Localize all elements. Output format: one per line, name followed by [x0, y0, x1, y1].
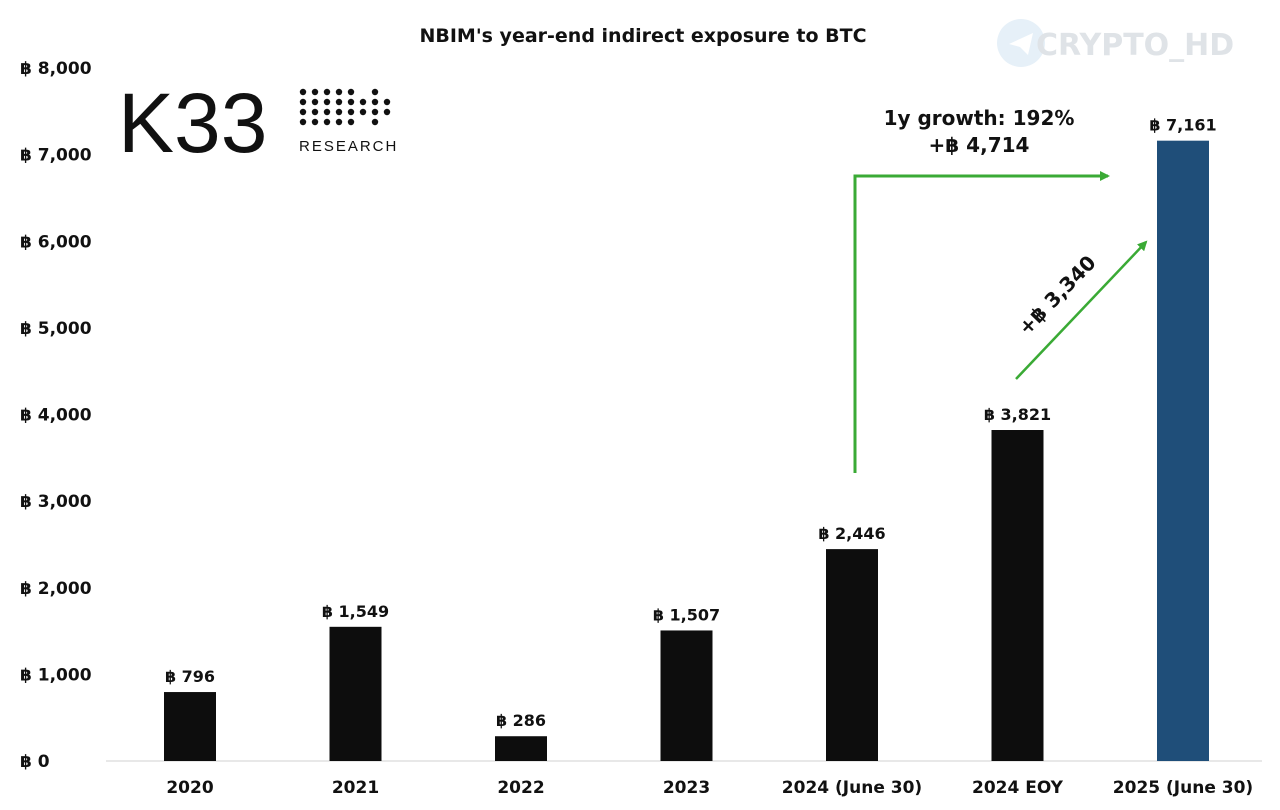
logo-dot — [323, 118, 331, 126]
x-tick-label: 2024 EOY — [972, 778, 1064, 798]
logo-dot — [323, 108, 331, 116]
logo-dot — [371, 118, 379, 126]
chart-title: NBIM's year-end indirect exposure to BTC — [419, 25, 866, 47]
bar-2022 — [495, 736, 547, 761]
logo-dot — [347, 108, 355, 116]
bar-2024-june-30 — [826, 549, 878, 761]
logo-dot — [383, 108, 391, 116]
k33-logo: K33 RESEARCH — [118, 76, 398, 170]
growth-arrow — [853, 171, 1110, 473]
y-tick-label: ฿ 2,000 — [20, 579, 92, 599]
logo-dot — [371, 88, 379, 96]
bar-2021 — [329, 626, 382, 761]
logo-dot — [323, 98, 331, 106]
logo-dot — [335, 88, 343, 96]
logo-dot — [323, 88, 331, 96]
y-tick-label: ฿ 5,000 — [20, 319, 92, 339]
logo-dot — [299, 108, 307, 116]
data-label: ฿ 796 — [165, 667, 215, 686]
watermark-text: CRYPTO_HD — [1036, 28, 1234, 63]
y-tick-label: ฿ 3,000 — [20, 492, 92, 512]
data-label: ฿ 2,446 — [818, 524, 885, 543]
logo-dots-icon — [299, 88, 391, 126]
bars — [164, 140, 1209, 762]
bar-2025-june-30 — [1157, 140, 1209, 762]
logo-dot — [299, 98, 307, 106]
logo-dot — [311, 98, 319, 106]
logo-dot — [335, 98, 343, 106]
logo-dot — [347, 118, 355, 126]
growth-annotation-line1: 1y growth: 192% — [884, 106, 1075, 130]
y-tick-label: ฿ 7,000 — [20, 146, 92, 166]
x-tick-label: 2024 (June 30) — [782, 778, 922, 798]
logo-dot — [359, 98, 367, 106]
data-labels: ฿ 796 ฿ 1,549 ฿ 286 ฿ 1,507 ฿ 2,446 ฿ 3,821 ฿ … — [165, 116, 1217, 731]
data-label: ฿ 7,161 — [1149, 116, 1216, 135]
logo-tagline: RESEARCH — [299, 138, 398, 155]
logo-dot — [371, 108, 379, 116]
logo-dot — [347, 98, 355, 106]
diagonal-annotation: +฿ 3,340 — [1013, 251, 1100, 340]
logo-dot — [371, 98, 379, 106]
x-tick-label: 2022 — [497, 778, 544, 798]
data-label: ฿ 286 — [496, 711, 546, 730]
y-axis: ฿ 0 ฿ 1,000 ฿ 2,000 ฿ 3,000 ฿ 4,000 ฿ 5,000 ฿ … — [20, 59, 92, 772]
x-axis: 2020 2021 2022 2023 2024 (June 30) 2024 EOY 20… — [166, 778, 1253, 798]
logo-wordmark: K33 — [118, 76, 267, 170]
bar-2023 — [660, 630, 713, 761]
logo-dot — [311, 88, 319, 96]
x-tick-label: 2025 (June 30) — [1113, 778, 1253, 798]
x-tick-label: 2023 — [663, 778, 710, 798]
y-tick-label: ฿ 0 — [20, 752, 50, 772]
data-label: ฿ 1,549 — [322, 602, 389, 621]
logo-dot — [299, 88, 307, 96]
data-label: ฿ 3,821 — [984, 405, 1051, 424]
logo-dot — [359, 108, 367, 116]
growth-annotation-line2: +฿ 4,714 — [929, 133, 1030, 157]
logo-dot — [311, 118, 319, 126]
logo-dot — [335, 108, 343, 116]
y-tick-label: ฿ 1,000 — [20, 665, 92, 685]
logo-dot — [299, 118, 307, 126]
bar-2024-eoy — [991, 430, 1044, 761]
logo-dot — [335, 118, 343, 126]
x-tick-label: 2021 — [332, 778, 379, 798]
diagonal-arrow — [1015, 240, 1148, 380]
logo-dot — [347, 88, 355, 96]
y-tick-label: ฿ 4,000 — [20, 406, 92, 426]
data-label: ฿ 1,507 — [653, 605, 720, 624]
x-tick-label: 2020 — [166, 778, 213, 798]
watermark: CRYPTO_HD — [997, 19, 1234, 67]
logo-dot — [311, 108, 319, 116]
bar-2020 — [164, 692, 216, 761]
y-tick-label: ฿ 8,000 — [20, 59, 92, 79]
y-tick-label: ฿ 6,000 — [20, 232, 92, 252]
telegram-plane-icon — [1009, 33, 1033, 55]
logo-dot — [383, 98, 391, 106]
